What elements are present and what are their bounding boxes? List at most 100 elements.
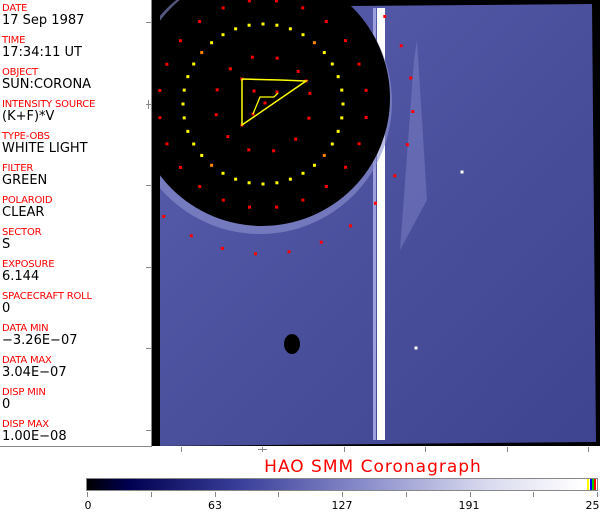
red-marker: [254, 252, 258, 256]
red-marker: [165, 62, 169, 66]
bright-streak: [400, 40, 427, 250]
field-value: (K+F)*V: [2, 109, 55, 124]
red-marker: [165, 142, 169, 146]
red-marker: [357, 142, 361, 146]
yellow-marker: [288, 27, 292, 31]
colorbar-tick-label: 127: [331, 499, 353, 512]
axis-tick: [146, 185, 151, 186]
field-label: TYPE-OBS: [2, 131, 50, 142]
field-label: FILTER: [2, 163, 34, 174]
pylon-stripe: [377, 8, 385, 440]
star: [414, 346, 418, 350]
colorbar: [86, 478, 598, 491]
field-polaroid: POLAROID CLEAR: [2, 195, 53, 220]
field-value: 0: [2, 301, 11, 316]
axis-tick: [588, 447, 589, 452]
colorbar-tick: [87, 492, 88, 497]
field-value: 3.04E−07: [2, 365, 67, 380]
left-border: [152, 0, 160, 446]
yellow-marker: [247, 23, 251, 27]
red-marker: [272, 149, 276, 153]
red-marker: [324, 19, 328, 23]
yellow-marker: [336, 75, 340, 79]
red-marker: [215, 88, 219, 92]
field-intensity-source: INTENSITY SOURCE (K+F)*V: [2, 99, 95, 124]
colorbar-tick: [597, 492, 598, 497]
yellow-marker: [210, 163, 214, 167]
red-marker: [409, 76, 413, 80]
red-marker: [158, 89, 162, 93]
field-value: WHITE LIGHT: [2, 141, 88, 156]
red-marker: [301, 198, 305, 202]
pylon-edge: [373, 8, 376, 440]
yellow-marker: [192, 142, 196, 146]
field-value: 17:34:11 UT: [2, 45, 82, 60]
red-marker: [343, 39, 347, 43]
red-marker: [158, 116, 162, 120]
yellow-marker: [322, 51, 326, 55]
red-marker: [220, 246, 224, 250]
red-marker: [275, 90, 279, 94]
colorbar-tick-label: 0: [84, 499, 92, 512]
sector-inner: [252, 92, 279, 115]
yellow-marker: [261, 182, 265, 186]
red-marker: [364, 88, 368, 92]
metadata-panel: DATE 17 Sep 1987 TIME 17:34:11 UT OBJECT SUN:…: [0, 0, 152, 447]
field-value: S: [2, 237, 11, 252]
field-label: DISP MAX: [2, 419, 49, 430]
red-marker: [319, 240, 323, 244]
yellow-marker: [301, 33, 305, 37]
red-marker: [275, 205, 279, 209]
field-type-obs: TYPE-OBS WHITE LIGHT: [2, 131, 88, 156]
colorbar-tick: [151, 492, 152, 497]
yellow-marker: [234, 177, 238, 181]
red-marker: [214, 113, 218, 117]
red-marker: [221, 6, 225, 10]
field-label: EXPOSURE: [2, 259, 55, 270]
axis-tick: [344, 447, 345, 452]
yellow-marker: [182, 88, 186, 92]
grid-overlay: [111, 0, 464, 350]
red-marker: [226, 135, 230, 139]
colorbar-tick-label: 255: [585, 499, 600, 512]
field-label: TIME: [2, 35, 26, 46]
red-marker: [296, 69, 300, 73]
red-marker: [324, 184, 328, 188]
yellow-marker: [247, 181, 251, 185]
axis-tick: [425, 447, 426, 452]
yellow-marker: [221, 171, 225, 175]
red-marker: [294, 137, 298, 141]
field-disp-max: DISP MAX 1.00E−08: [2, 419, 67, 444]
coronagraph-image: [111, 0, 600, 446]
yellow-marker: [330, 62, 334, 66]
red-marker: [198, 185, 202, 189]
field-label: INTENSITY SOURCE: [2, 99, 96, 110]
red-marker: [411, 109, 415, 113]
red-marker: [247, 148, 251, 152]
instrument-title: HAO SMM Coronagraph: [264, 457, 482, 477]
yellow-marker: [340, 88, 344, 92]
axis-tick: [146, 348, 151, 349]
field-label: DATA MIN: [2, 323, 49, 334]
colorbar-tick: [342, 492, 343, 497]
yellow-marker: [341, 102, 345, 106]
colorbar-tick: [215, 492, 216, 497]
yellow-marker: [200, 51, 204, 55]
red-marker: [405, 143, 409, 147]
field-exposure: EXPOSURE 6.144: [2, 259, 55, 284]
field-label: SECTOR: [2, 227, 42, 238]
colorbar-end-red: [594, 479, 596, 490]
star: [460, 170, 464, 174]
yellow-marker: [275, 23, 279, 27]
axis-tick: [146, 430, 151, 431]
red-marker: [247, 0, 251, 3]
occulter-disk: [134, 0, 390, 226]
colorbar-tick-label: 191: [458, 499, 480, 512]
field-value: 17 Sep 1987: [2, 13, 85, 28]
red-marker: [287, 250, 291, 254]
colorbar-end-green: [592, 479, 594, 490]
red-marker: [189, 234, 193, 238]
red-marker: [357, 62, 361, 66]
yellow-marker: [330, 142, 334, 146]
yellow-marker: [336, 129, 340, 133]
